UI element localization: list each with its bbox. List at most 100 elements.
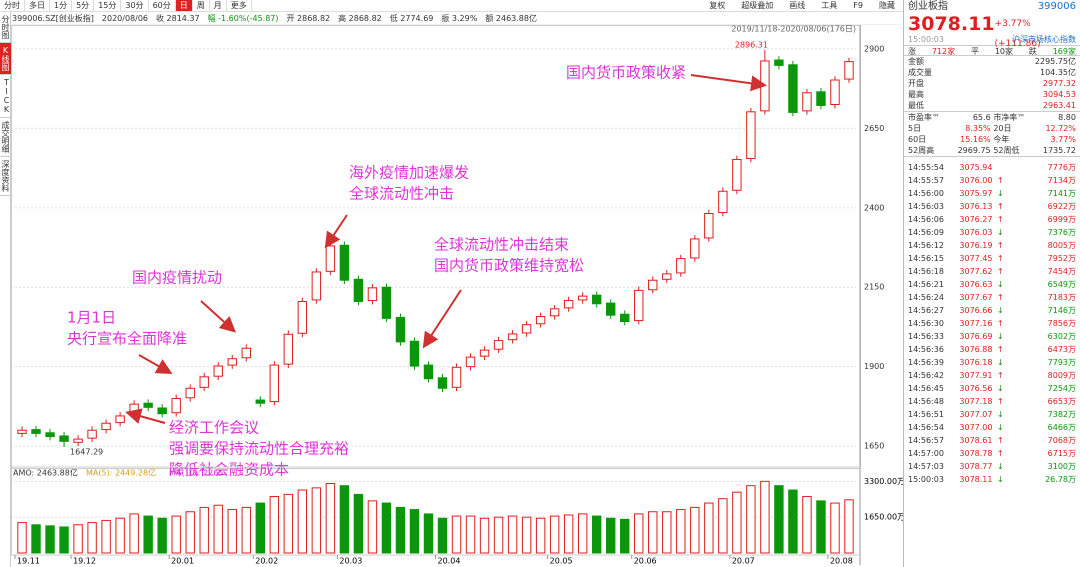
volume-tick-label: 1650.00万 bbox=[864, 513, 903, 522]
volume-bar bbox=[662, 511, 672, 554]
trade-price: 3077.07 bbox=[959, 410, 993, 419]
volume-bar bbox=[255, 502, 265, 554]
x-tick-label: 20.05 bbox=[550, 557, 573, 566]
tool-button[interactable]: 隐藏 bbox=[879, 1, 895, 10]
tool-button[interactable]: F9 bbox=[853, 1, 863, 10]
x-tick-label: 20.04 bbox=[438, 557, 461, 566]
candle-body bbox=[31, 429, 41, 434]
period-tab[interactable]: 15分 bbox=[94, 0, 122, 11]
volume-bar bbox=[381, 502, 392, 554]
trade-volume: 7254万 bbox=[1047, 384, 1076, 393]
index-name: 创业板指 bbox=[908, 1, 948, 12]
y-tick-label: 1900 bbox=[864, 362, 884, 371]
volume-bar bbox=[297, 489, 308, 554]
trade-volume: 8009万 bbox=[1047, 371, 1076, 380]
trade-volume: 26.78万 bbox=[1045, 475, 1076, 484]
period-tab[interactable]: 周 bbox=[193, 0, 210, 11]
trade-price: 3076.00 bbox=[959, 176, 993, 185]
trade-time: 14:56:00 bbox=[908, 189, 944, 198]
stat-value: 104.35亿 bbox=[1040, 68, 1076, 77]
volume-bar bbox=[563, 514, 574, 554]
tag: 沪深市场核心指数 bbox=[1012, 35, 1076, 44]
volume-bar bbox=[17, 522, 27, 554]
period-tab[interactable]: 60分 bbox=[149, 0, 176, 11]
trade-row: 14:56:09 3076.03 ↓ 7376万 bbox=[904, 226, 1080, 239]
candle-body bbox=[535, 315, 546, 325]
side-tab[interactable]: K线图 bbox=[0, 43, 11, 75]
tool-button[interactable]: 超级叠加 bbox=[741, 1, 774, 10]
ratio-value: 2969.75 bbox=[957, 146, 991, 155]
period-tab[interactable]: 1分 bbox=[50, 0, 73, 11]
volume-bar bbox=[732, 491, 742, 554]
y-tick-label: 2900 bbox=[864, 44, 884, 53]
trade-dir: ↑ bbox=[996, 267, 1004, 276]
candle-body bbox=[577, 295, 588, 301]
trade-row: 14:56:00 3075.97 ↓ 7141万 bbox=[904, 187, 1080, 200]
volume-bar bbox=[535, 517, 546, 554]
tool-button[interactable]: 画线 bbox=[789, 1, 806, 10]
trade-dir: ↑ bbox=[996, 319, 1004, 328]
x-tick-label: 20.06 bbox=[634, 557, 657, 566]
breadth-item: 169家 bbox=[1052, 47, 1076, 56]
trade-row: 15:00:03 3078.11 ↓ 26.78万 bbox=[904, 473, 1080, 486]
ratio-row: 60日 15.16% 今年 3.77% bbox=[904, 134, 1080, 145]
candle-body bbox=[493, 340, 504, 350]
volume-bar bbox=[577, 513, 588, 554]
candle-body bbox=[718, 190, 728, 214]
volume-bar bbox=[395, 506, 406, 554]
stats: 金额 2295.75亿 成交量 104.35亿 开盘 2977.32 最高 3094.53 最低… bbox=[904, 56, 1080, 111]
y-tick-label: 2650 bbox=[864, 124, 884, 133]
period-tab[interactable]: 日 bbox=[175, 0, 193, 11]
trade-price: 3076.03 bbox=[959, 228, 993, 237]
volume-bar bbox=[690, 506, 700, 554]
volume-bar bbox=[31, 524, 41, 554]
volume-bar bbox=[549, 515, 560, 554]
stat-label: 最低 bbox=[908, 101, 924, 110]
trade-dir: ↑ bbox=[996, 436, 1004, 445]
period-tab[interactable]: 多日 bbox=[25, 0, 50, 11]
x-tick-label: 20.08 bbox=[830, 557, 853, 566]
period-tab[interactable]: 更多 bbox=[227, 0, 252, 11]
side-tab[interactable]: 成交明细 bbox=[0, 118, 11, 157]
period-tab[interactable]: 5分 bbox=[72, 0, 95, 11]
stat-label: 成交量 bbox=[908, 68, 932, 77]
trade-volume: 7776万 bbox=[1047, 163, 1076, 172]
breadth-item: 涨 bbox=[908, 47, 916, 56]
candle-body bbox=[157, 407, 167, 415]
volume-bar bbox=[774, 485, 784, 554]
extreme-label: 1647.29 bbox=[70, 447, 103, 456]
volume-bar bbox=[746, 485, 756, 554]
trade-volume: 6473万 bbox=[1047, 345, 1076, 354]
candle-body bbox=[620, 313, 630, 323]
x-tick-label: 20.02 bbox=[255, 557, 278, 566]
annotation-arrow bbox=[690, 74, 767, 92]
annotation: 国内货币政策收紧 bbox=[566, 64, 686, 82]
trade-time: 14:56:24 bbox=[908, 293, 944, 302]
side-tab[interactable]: 分时图 bbox=[0, 12, 11, 43]
period-tab[interactable]: 月 bbox=[210, 0, 227, 11]
period-tab[interactable]: 30分 bbox=[121, 0, 149, 11]
period-tab[interactable]: 分时 bbox=[0, 0, 25, 11]
trade-dir: ↓ bbox=[996, 358, 1004, 367]
trade-time: 14:56:06 bbox=[908, 215, 944, 224]
candle-body bbox=[255, 399, 265, 404]
trade-dir: ↑ bbox=[996, 176, 1004, 185]
trade-row: 14:56:45 3076.56 ↓ 7254万 bbox=[904, 382, 1080, 395]
trade-price: 3076.66 bbox=[959, 306, 993, 315]
y-tick-label: 2150 bbox=[864, 283, 884, 292]
trade-dir bbox=[997, 161, 1037, 174]
trade-row: 14:56:15 3077.45 ↑ 7952万 bbox=[904, 252, 1080, 265]
annotation-arrow bbox=[138, 354, 173, 374]
trade-time: 14:56:15 bbox=[908, 254, 944, 263]
tool-button[interactable]: 工具 bbox=[821, 1, 838, 10]
volume-bar bbox=[437, 517, 448, 554]
volume-bar bbox=[704, 502, 714, 554]
trade-row: 14:56:36 3076.88 ↑ 6473万 bbox=[904, 343, 1080, 356]
candle-body bbox=[704, 212, 714, 239]
stat-row: 成交量 104.35亿 bbox=[904, 67, 1080, 78]
tool-button[interactable]: 复权 bbox=[709, 1, 726, 10]
side-tab[interactable]: 深度资料 bbox=[0, 157, 11, 196]
trade-dir: ↑ bbox=[996, 371, 1004, 380]
trade-volume: 7376万 bbox=[1047, 228, 1076, 237]
side-tab[interactable]: TICK bbox=[0, 75, 11, 118]
